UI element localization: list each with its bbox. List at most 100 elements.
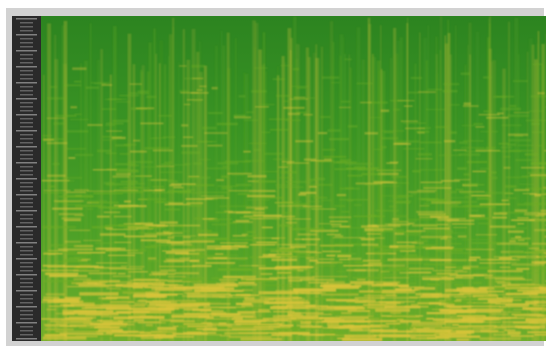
spectrogram-harmonic — [256, 197, 284, 199]
spectrogram-low-band — [133, 310, 172, 314]
spectrogram-harmonic — [354, 269, 379, 272]
spectrogram-harmonic — [498, 142, 510, 145]
spectrogram-harmonic — [138, 232, 174, 234]
spectrogram-low-band — [187, 293, 231, 296]
spectrogram-harmonic — [148, 257, 157, 260]
spectrogram-harmonic — [203, 306, 246, 309]
spectrogram-harmonic — [276, 94, 292, 97]
spectrogram-harmonic — [64, 258, 81, 262]
spectrogram-harmonic — [173, 186, 184, 189]
spectrogram-harmonic — [287, 203, 310, 206]
spectrogram-harmonic — [478, 113, 500, 116]
spectrogram-harmonic — [160, 269, 177, 272]
spectrogram-harmonic — [361, 238, 375, 241]
spectrogram-harmonic — [268, 118, 289, 121]
spectrogram-streak — [198, 41, 201, 341]
spectrogram-harmonic — [449, 252, 475, 254]
spectrogram-low-band — [268, 325, 291, 329]
spectrogram-harmonic — [221, 175, 229, 178]
spectrogram-window-frame — [6, 8, 546, 346]
spectrogram-streak — [531, 44, 535, 341]
spectrogram-harmonic — [361, 316, 404, 319]
spectrogram-harmonic — [381, 181, 398, 184]
spectrogram-harmonic — [406, 230, 426, 232]
spectrogram-harmonic — [386, 162, 398, 164]
spectrogram-harmonic — [373, 264, 406, 267]
spectrogram-harmonic — [150, 244, 170, 246]
spectrogram-harmonic — [368, 101, 388, 104]
spectrogram-harmonic — [172, 235, 197, 237]
spectrogram-harmonic — [211, 198, 218, 200]
ruler-tick — [20, 246, 33, 248]
spectrogram-harmonic — [367, 224, 377, 227]
spectrogram-harmonic — [483, 110, 492, 113]
ruler-tick — [16, 242, 37, 244]
spectrogram-streak — [155, 53, 157, 341]
spectrogram-low-band — [158, 336, 194, 338]
spectrogram-harmonic — [455, 200, 477, 204]
spectrogram-harmonic — [42, 138, 66, 140]
spectrogram-harmonic — [77, 259, 88, 262]
spectrogram-harmonic — [377, 273, 397, 277]
spectrogram-streak — [169, 34, 173, 341]
spectrogram-low-band — [363, 303, 397, 306]
spectrogram-harmonic — [319, 244, 354, 247]
spectrogram-harmonic — [243, 215, 253, 218]
spectrogram-harmonic — [415, 158, 433, 160]
spectrogram-harmonic — [217, 162, 239, 165]
spectrogram-harmonic — [396, 262, 423, 264]
spectrogram-harmonic — [443, 83, 460, 86]
spectrogram-harmonic — [303, 97, 315, 99]
spectrogram-harmonic — [117, 318, 125, 321]
spectrogram-harmonic — [249, 142, 267, 144]
spectrogram-harmonic — [158, 266, 196, 268]
spectrogram-harmonic — [126, 282, 139, 285]
spectrogram-streak — [339, 55, 342, 341]
spectrogram-harmonic — [369, 214, 377, 217]
spectrogram-low-band — [193, 283, 238, 287]
spectrogram-view[interactable] — [41, 16, 546, 341]
spectrogram-harmonic — [493, 256, 526, 258]
spectrogram-low-band — [226, 283, 257, 286]
spectrogram-harmonic — [110, 301, 135, 303]
spectrogram-harmonic — [310, 184, 333, 186]
spectrogram-harmonic — [352, 276, 385, 279]
spectrogram-harmonic — [200, 191, 228, 194]
spectrogram-harmonic — [461, 298, 483, 301]
spectrogram-harmonic — [233, 116, 252, 119]
spectrogram-harmonic — [456, 266, 491, 270]
ruler-tick — [16, 50, 37, 52]
spectrogram-harmonic — [297, 269, 304, 272]
spectrogram-harmonic — [343, 265, 374, 267]
ruler-tick — [20, 262, 33, 264]
spectrogram-low-band — [45, 325, 72, 328]
spectrogram-harmonic — [143, 189, 162, 192]
spectrogram-harmonic — [437, 218, 466, 220]
spectrogram-harmonic — [501, 311, 521, 313]
ruler-tick — [20, 314, 33, 316]
spectrogram-harmonic — [176, 334, 222, 336]
spectrogram-harmonic — [497, 262, 517, 264]
spectrogram-harmonic — [219, 296, 249, 298]
spectrogram-harmonic — [223, 275, 256, 278]
spectrogram-harmonic — [68, 253, 91, 256]
spectrogram-harmonic — [207, 231, 219, 235]
spectrogram-harmonic — [114, 190, 143, 193]
spectrogram-harmonic — [123, 186, 142, 189]
spectrogram-harmonic — [187, 329, 199, 332]
spectrogram-low-band — [47, 300, 84, 304]
spectrogram-harmonic — [308, 265, 336, 267]
spectrogram-streak — [47, 23, 51, 341]
ruler-tick — [20, 266, 33, 268]
spectrogram-harmonic — [391, 175, 409, 178]
spectrogram-low-band — [411, 324, 443, 327]
spectrogram-harmonic — [426, 230, 454, 233]
spectrogram-harmonic — [451, 259, 467, 262]
spectrogram-harmonic — [420, 141, 442, 144]
spectrogram-harmonic — [42, 225, 76, 229]
spectrogram-harmonic — [247, 231, 255, 233]
spectrogram-harmonic — [259, 320, 277, 323]
spectrogram-streak — [372, 56, 376, 341]
spectrogram-low-band — [493, 333, 520, 336]
spectrogram-harmonic — [167, 260, 197, 262]
